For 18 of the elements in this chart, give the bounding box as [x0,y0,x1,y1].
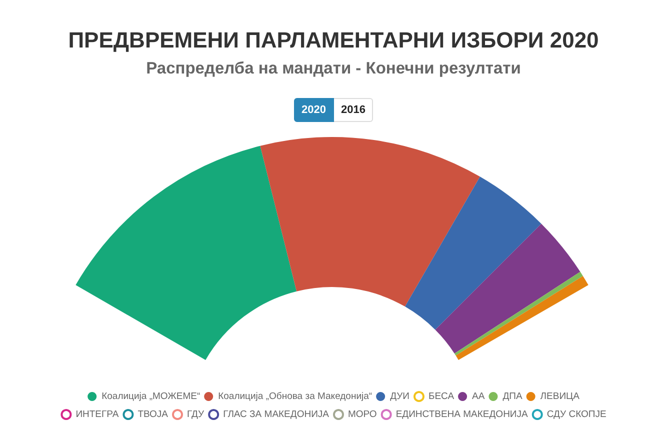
legend-label: Коалиција „МОЖЕМЕ“ [102,391,200,402]
legend-label: ЛЕВИЦА [540,391,580,402]
legend-label: МОРО [348,409,377,420]
legend-label: ЕДИНСТВЕНА МАКЕДОНИЈА [396,409,529,420]
legend-label: ГЛАС ЗА МАКЕДОНИЈА [223,409,330,420]
legend-label: БЕСА [428,391,455,402]
toggle-button: 2016 [334,98,374,122]
legend-label: ДУИ [390,391,410,402]
legend-label: ДПА [502,391,523,402]
legend-label: АА [472,391,486,402]
chart-subtitle: Распределба на мандати - Конечни резултати [146,60,521,78]
legend-label: ИНТЕГРА [76,409,120,420]
legend-label: Коалиција „Обнова за Македонија“ [218,391,372,402]
legend-label: ГДУ [187,409,206,420]
legend-label: СДУ СКОПЈЕ [546,409,606,420]
legend-label: ТВОЈА [138,409,169,420]
chart-title: ПРЕДВРЕМЕНИ ПАРЛАМЕНТАРНИ ИЗБОРИ 2020 [68,28,599,52]
toggle-button: 2020 [294,98,334,122]
